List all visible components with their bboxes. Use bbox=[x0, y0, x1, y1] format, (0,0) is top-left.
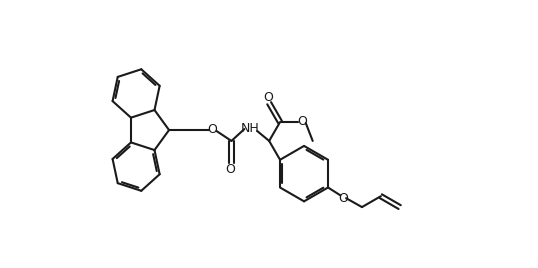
Text: O: O bbox=[263, 91, 273, 104]
Text: O: O bbox=[208, 122, 217, 136]
Text: O: O bbox=[225, 163, 236, 176]
Text: O: O bbox=[297, 115, 307, 128]
Text: NH: NH bbox=[241, 122, 260, 135]
Text: O: O bbox=[338, 192, 348, 205]
